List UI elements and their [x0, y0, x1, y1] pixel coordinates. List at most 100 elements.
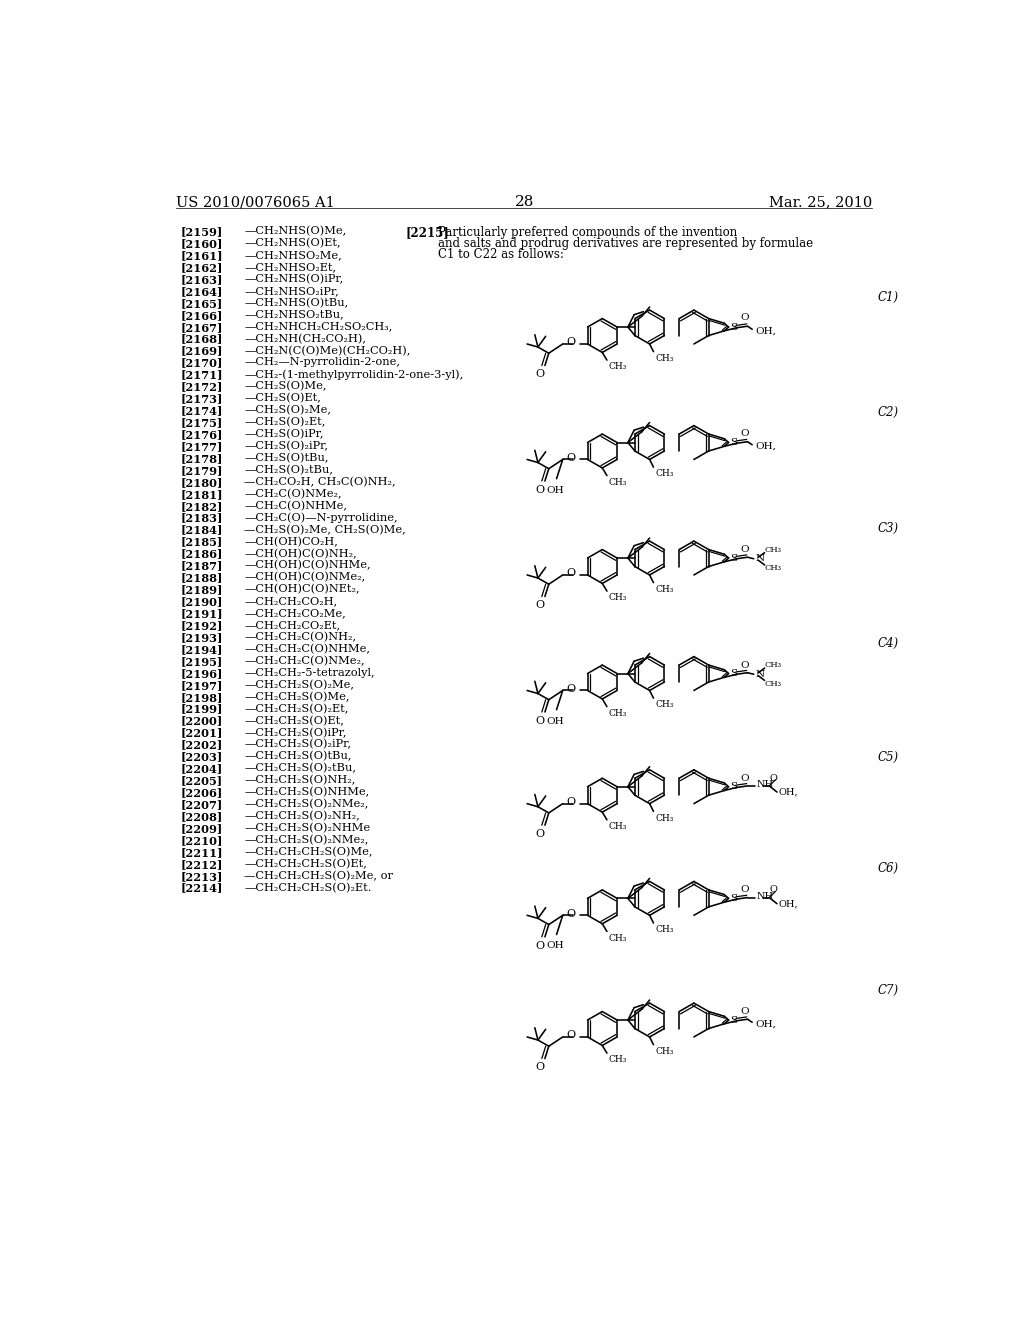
Text: [2162]: [2162]: [180, 261, 223, 273]
Text: [2200]: [2200]: [180, 715, 223, 726]
Text: OH,: OH,: [756, 326, 776, 335]
Text: O: O: [536, 370, 545, 379]
Text: —CH₂CH₂S(O)₂tBu,: —CH₂CH₂S(O)₂tBu,: [245, 763, 356, 774]
Text: S: S: [730, 669, 737, 678]
Text: CH₃: CH₃: [655, 813, 674, 822]
Text: [2196]: [2196]: [180, 668, 223, 678]
Text: —CH₂CH₂S(O)₂Me,: —CH₂CH₂S(O)₂Me,: [245, 680, 354, 690]
Text: —CH₂CH₂S(O)Me,: —CH₂CH₂S(O)Me,: [245, 692, 350, 702]
Text: [2209]: [2209]: [180, 822, 223, 834]
Text: O: O: [740, 545, 749, 554]
Text: —CH(OH)C(O)NEt₂,: —CH(OH)C(O)NEt₂,: [245, 585, 359, 594]
Text: CH₃: CH₃: [655, 701, 674, 709]
Text: —CH₂CH₂CO₂Et,: —CH₂CH₂CO₂Et,: [245, 620, 340, 630]
Text: —CH₂NHS(O)Me,: —CH₂NHS(O)Me,: [245, 226, 346, 236]
Text: O: O: [536, 1063, 545, 1072]
Text: [2169]: [2169]: [180, 346, 223, 356]
Text: [2178]: [2178]: [180, 453, 223, 463]
Text: CH₃: CH₃: [608, 1056, 627, 1064]
Text: [2184]: [2184]: [180, 524, 223, 536]
Text: S: S: [730, 783, 737, 791]
Text: [2198]: [2198]: [180, 692, 223, 702]
Text: OH,: OH,: [756, 1019, 776, 1028]
Text: [2213]: [2213]: [180, 871, 223, 882]
Text: —CH₂S(O)₂Me,: —CH₂S(O)₂Me,: [245, 405, 331, 416]
Text: [2188]: [2188]: [180, 573, 223, 583]
Text: —CH₂CH₂C(O)NHMe,: —CH₂CH₂C(O)NHMe,: [245, 644, 371, 655]
Text: CH₃: CH₃: [655, 925, 674, 935]
Text: —CH(OH)C(O)NH₂,: —CH(OH)C(O)NH₂,: [245, 548, 357, 558]
Text: —CH₂NHS(O)iPr,: —CH₂NHS(O)iPr,: [245, 275, 343, 284]
Text: [2159]: [2159]: [180, 226, 223, 238]
Text: [2171]: [2171]: [180, 370, 223, 380]
Text: O: O: [740, 1007, 749, 1016]
Text: —CH₂C(O)NHMe,: —CH₂C(O)NHMe,: [245, 500, 347, 511]
Text: —CH₂CH₂S(O)NH₂,: —CH₂CH₂S(O)NH₂,: [245, 775, 355, 785]
Text: —CH₂CH₂S(O)₂Et,: —CH₂CH₂S(O)₂Et,: [245, 704, 348, 714]
Text: —CH₂S(O)Et,: —CH₂S(O)Et,: [245, 393, 322, 404]
Text: —CH₂CH₂CO₂Me,: —CH₂CH₂CO₂Me,: [245, 609, 346, 618]
Text: —CH₂CO₂H, CH₃C(O)NH₂,: —CH₂CO₂H, CH₃C(O)NH₂,: [245, 477, 396, 487]
Text: —CH₂CH₂-5-tetrazolyl,: —CH₂CH₂-5-tetrazolyl,: [245, 668, 375, 677]
Text: [2215]: [2215]: [406, 226, 450, 239]
Text: —CH₂CH₂CH₂S(O)₂Et.: —CH₂CH₂CH₂S(O)₂Et.: [245, 883, 372, 892]
Text: —CH₂CH₂S(O)tBu,: —CH₂CH₂S(O)tBu,: [245, 751, 352, 762]
Text: [2174]: [2174]: [180, 405, 223, 416]
Text: [2170]: [2170]: [180, 358, 223, 368]
Text: OH,: OH,: [778, 788, 798, 796]
Text: NH: NH: [757, 891, 774, 900]
Text: —CH₂C(O)—N-pyrrolidine,: —CH₂C(O)—N-pyrrolidine,: [245, 512, 398, 523]
Text: O: O: [567, 684, 575, 694]
Text: [2163]: [2163]: [180, 275, 223, 285]
Text: [2204]: [2204]: [180, 763, 223, 775]
Text: O: O: [567, 797, 575, 807]
Text: —CH₂NHSO₂tBu,: —CH₂NHSO₂tBu,: [245, 310, 344, 319]
Text: —CH₂NHSO₂iPr,: —CH₂NHSO₂iPr,: [245, 286, 339, 296]
Text: O: O: [567, 453, 575, 463]
Text: OH: OH: [546, 486, 564, 495]
Text: [2203]: [2203]: [180, 751, 223, 763]
Text: —CH₂C(O)NMe₂,: —CH₂C(O)NMe₂,: [245, 488, 342, 499]
Text: —CH₂S(O)tBu,: —CH₂S(O)tBu,: [245, 453, 329, 463]
Text: [2180]: [2180]: [180, 477, 223, 488]
Text: O: O: [567, 338, 575, 347]
Text: —CH₂CH₂S(O)₂NHMe: —CH₂CH₂S(O)₂NHMe: [245, 822, 371, 833]
Text: O: O: [567, 569, 575, 578]
Text: [2181]: [2181]: [180, 488, 223, 500]
Text: O: O: [740, 660, 749, 669]
Text: —CH₂S(O)₂Et,: —CH₂S(O)₂Et,: [245, 417, 326, 428]
Text: CH₃: CH₃: [655, 1047, 674, 1056]
Text: [2166]: [2166]: [180, 310, 223, 321]
Text: —CH₂CH₂S(O)₂NMe₂,: —CH₂CH₂S(O)₂NMe₂,: [245, 834, 369, 845]
Text: —CH₂NHSO₂Et,: —CH₂NHSO₂Et,: [245, 261, 336, 272]
Text: —CH(OH)CO₂H,: —CH(OH)CO₂H,: [245, 536, 338, 546]
Text: US 2010/0076065 A1: US 2010/0076065 A1: [176, 195, 335, 210]
Text: CH₃: CH₃: [765, 680, 781, 688]
Text: [2160]: [2160]: [180, 238, 223, 249]
Text: CH₃: CH₃: [608, 478, 627, 487]
Text: CH₃: CH₃: [655, 354, 674, 363]
Text: CH₃: CH₃: [608, 594, 627, 602]
Text: OH,: OH,: [756, 442, 776, 451]
Text: S: S: [730, 322, 737, 331]
Text: [2207]: [2207]: [180, 799, 223, 810]
Text: [2179]: [2179]: [180, 465, 223, 477]
Text: O: O: [567, 1031, 575, 1040]
Text: [2195]: [2195]: [180, 656, 223, 667]
Text: [2165]: [2165]: [180, 298, 223, 309]
Text: O: O: [740, 774, 749, 783]
Text: O: O: [536, 715, 545, 726]
Text: [2205]: [2205]: [180, 775, 223, 787]
Text: [2212]: [2212]: [180, 859, 223, 870]
Text: C4): C4): [878, 638, 899, 651]
Text: CH₃: CH₃: [608, 822, 627, 832]
Text: [2186]: [2186]: [180, 548, 223, 560]
Text: N: N: [756, 669, 765, 678]
Text: [2175]: [2175]: [180, 417, 223, 428]
Text: —CH₂CH₂CH₂S(O)₂Me, or: —CH₂CH₂CH₂S(O)₂Me, or: [245, 871, 393, 880]
Text: O: O: [536, 484, 545, 495]
Text: C3): C3): [878, 521, 899, 535]
Text: O: O: [740, 429, 749, 438]
Text: OH: OH: [546, 941, 564, 950]
Text: O: O: [770, 886, 778, 895]
